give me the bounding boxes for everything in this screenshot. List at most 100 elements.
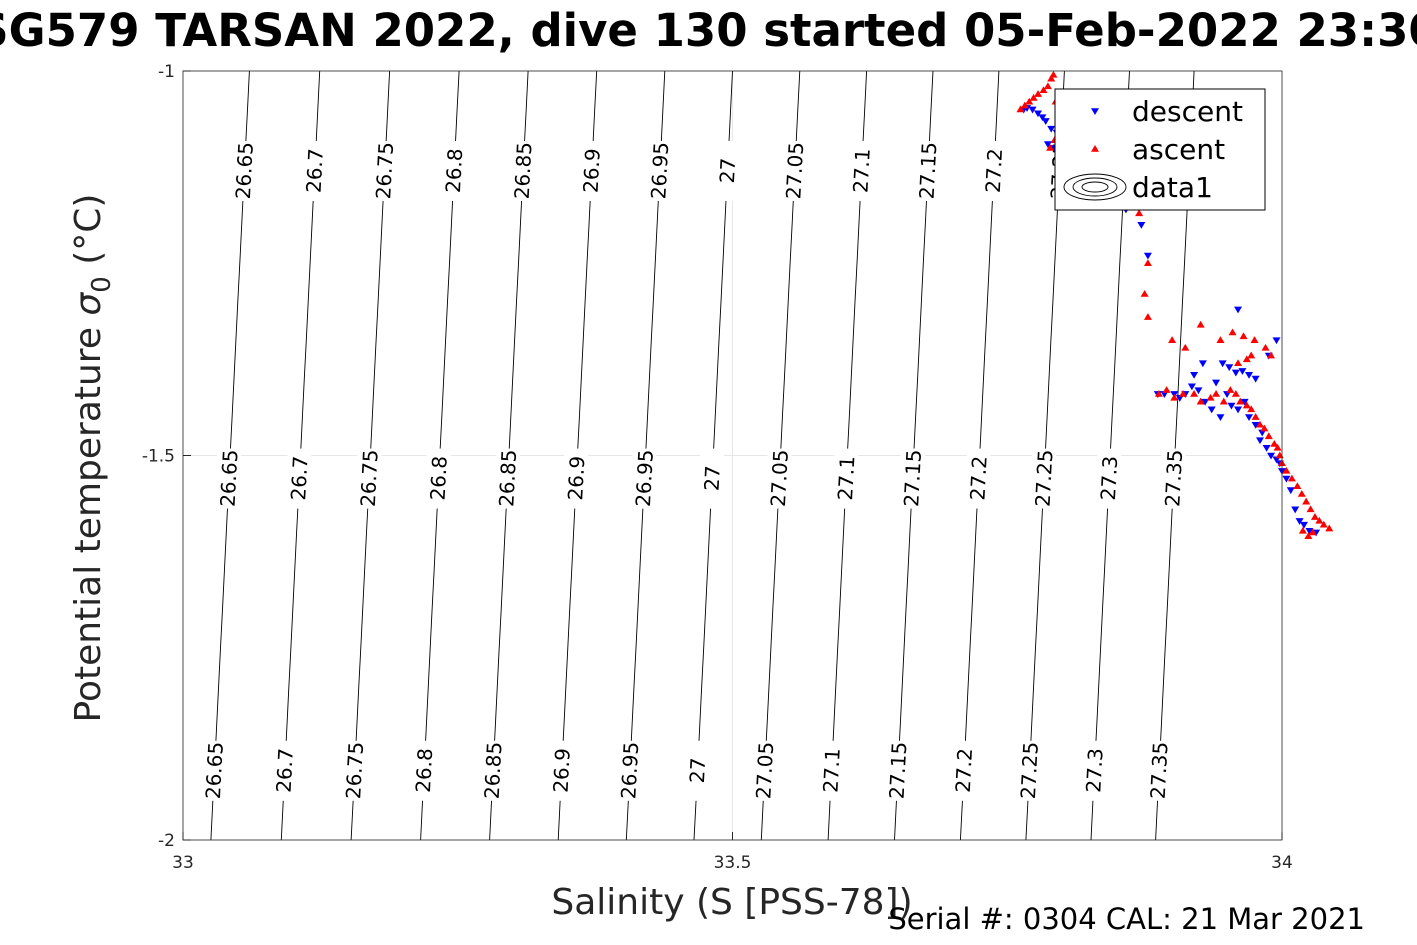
descent-point: [1187, 383, 1196, 391]
descent-point: [1207, 406, 1216, 414]
contour-label: 27.35: [1146, 741, 1173, 799]
x-axis-label: Salinity (S [PSS-78]): [551, 882, 912, 923]
ascent-point: [1196, 397, 1205, 405]
ascent-point: [1049, 70, 1058, 78]
contour-label-bg: [951, 740, 976, 801]
descent-point: [1038, 114, 1047, 122]
contour-label-bg: [357, 448, 382, 509]
contour-label: 27.2: [951, 748, 977, 794]
y-tick-label: -1: [158, 62, 175, 82]
contour-label: 27: [699, 465, 724, 492]
contour-label: 26.8: [426, 455, 452, 501]
ascent-point: [1025, 97, 1034, 105]
axis-ticks: 33 33.5 34 -1 -1.5 -2: [142, 62, 1293, 873]
descent-point: [1218, 360, 1227, 368]
ascent-point: [1140, 290, 1149, 297]
contour-label-bg: [232, 140, 257, 201]
descent-point: [1245, 414, 1254, 422]
ascent-point: [1267, 351, 1276, 359]
legend-label-descent: descent: [1132, 95, 1243, 128]
ascent-point: [1251, 413, 1260, 420]
contour-label-bg: [632, 448, 657, 509]
ascent-point: [1143, 313, 1152, 320]
descent-point: [1143, 252, 1152, 260]
ascent-point: [1034, 90, 1043, 97]
contour-label: 26.9: [563, 455, 589, 501]
contour-label-bg: [287, 448, 312, 509]
contour-label: 26.85: [510, 141, 537, 199]
contour-label-bg: [302, 140, 327, 201]
contour-label: 26.75: [356, 449, 383, 507]
ascent-point: [1234, 359, 1243, 367]
contour-label: 27.15: [914, 141, 941, 199]
ascent-point: [1135, 209, 1144, 217]
ascent-point: [1247, 351, 1256, 359]
descent-point: [1286, 487, 1295, 495]
contour-label: 26.65: [216, 449, 243, 507]
descent-point: [1245, 371, 1254, 379]
contour-label: 27.3: [1096, 455, 1122, 501]
ascent-point: [1308, 528, 1317, 536]
contour-label-bg: [849, 140, 874, 201]
descent-point: [1194, 387, 1203, 395]
ascent-point: [1270, 439, 1279, 447]
contour-label-bg: [700, 448, 725, 509]
contour-label: 27.1: [848, 148, 874, 194]
contour-label: 27.05: [751, 741, 778, 799]
contour-label: 26.7: [286, 455, 312, 501]
ascent-point: [1181, 343, 1190, 351]
ascent-point: [1298, 526, 1307, 534]
contour-label-bg: [549, 740, 574, 801]
contour-label-bg: [834, 448, 859, 509]
contour-label-bg: [752, 740, 777, 801]
contour-label-bg: [915, 140, 940, 201]
legend-marker-descent: [1091, 108, 1099, 115]
ascent-point: [1219, 397, 1228, 405]
contour-label-bg: [715, 140, 740, 201]
contour-label: 27.05: [766, 449, 793, 507]
contour-label: 26.95: [631, 449, 658, 507]
descent-point: [1225, 364, 1234, 372]
ascent-point: [1310, 513, 1319, 520]
descent-point: [1234, 406, 1243, 414]
ascent-point: [1047, 74, 1056, 82]
contour-label-bg: [481, 740, 506, 801]
ascent-point: [1247, 405, 1256, 413]
contour-label: 27.2: [981, 148, 1007, 194]
ascent-point: [1196, 320, 1205, 328]
contour-label-bg: [1017, 740, 1042, 801]
descent-point: [1295, 518, 1304, 525]
descent-point: [1251, 421, 1260, 429]
serial-calibration-footer: Serial #: 0304 CAL: 21 Mar 2021: [888, 902, 1365, 936]
descent-point: [1238, 368, 1247, 375]
descent-point: [1272, 337, 1281, 345]
ascent-point: [1226, 386, 1235, 393]
descent-point: [1267, 452, 1276, 460]
contour-label: 27.35: [1160, 449, 1187, 507]
ascent-point: [1273, 443, 1282, 451]
contour-label: 27.1: [818, 748, 844, 794]
contour-label: 27.15: [899, 449, 926, 507]
contour-label: 27: [685, 757, 710, 784]
contour-label-bg: [900, 448, 925, 509]
ascent-point: [1216, 336, 1225, 343]
ascent-point: [1239, 332, 1248, 340]
legend-contour-icon: [1063, 173, 1127, 201]
descent-point: [1291, 506, 1300, 514]
ascent-point: [1297, 489, 1306, 497]
ascent-point: [1287, 474, 1296, 482]
descent-point: [1212, 379, 1221, 387]
contour-label-bg: [966, 448, 991, 509]
contour-label: 27.3: [1081, 748, 1107, 794]
contour-label: 27.2: [965, 455, 991, 501]
contour-label-bg: [647, 140, 672, 201]
ascent-point: [1162, 386, 1171, 393]
contour-label: 26.8: [441, 148, 467, 194]
contour-label: 26.95: [616, 741, 643, 799]
ascent-point: [1170, 393, 1179, 401]
ascent-point: [1039, 86, 1048, 94]
descent-point: [1034, 110, 1043, 118]
ascent-point: [1168, 336, 1177, 343]
ascent-point: [1319, 520, 1328, 528]
contour-label-bg: [1032, 448, 1057, 509]
